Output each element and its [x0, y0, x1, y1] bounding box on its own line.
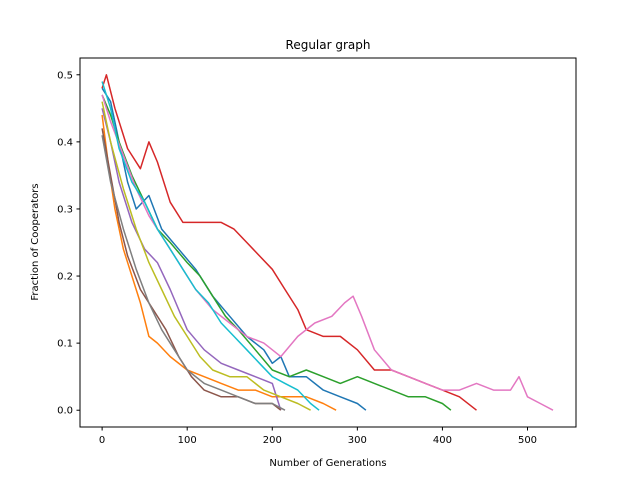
y-tick-label: 0.1: [57, 339, 73, 350]
series-line-10: [101, 81, 320, 411]
y-tick-label: 0.4: [57, 137, 73, 148]
x-tick-label: 200: [263, 435, 282, 446]
x-tick-label: 500: [518, 435, 537, 446]
series-line-8: [101, 135, 286, 411]
ticks-layer: 0 100 200 300 400 500 0.0 0.1 0.2 0.3 0.4 0.5: [57, 70, 537, 446]
series-line-9: [101, 101, 311, 411]
y-tick-label: 0.5: [57, 70, 73, 81]
chart-title: Regular graph: [286, 38, 371, 52]
y-axis-label: Fraction of Cooperators: [30, 183, 41, 300]
series-line-5: [101, 108, 282, 411]
series-line-1: [101, 87, 367, 411]
x-tick-label: 400: [433, 435, 452, 446]
x-axis-label: Number of Generations: [269, 458, 386, 469]
series-layer: [101, 74, 554, 411]
x-tick-label: 300: [348, 435, 367, 446]
x-tick-label: 100: [178, 435, 197, 446]
x-tick-label: 0: [99, 435, 105, 446]
y-tick-label: 0.2: [57, 272, 73, 283]
y-tick-label: 0.3: [57, 204, 73, 215]
y-tick-label: 0.0: [57, 406, 73, 417]
plot-frame: [79, 57, 577, 428]
